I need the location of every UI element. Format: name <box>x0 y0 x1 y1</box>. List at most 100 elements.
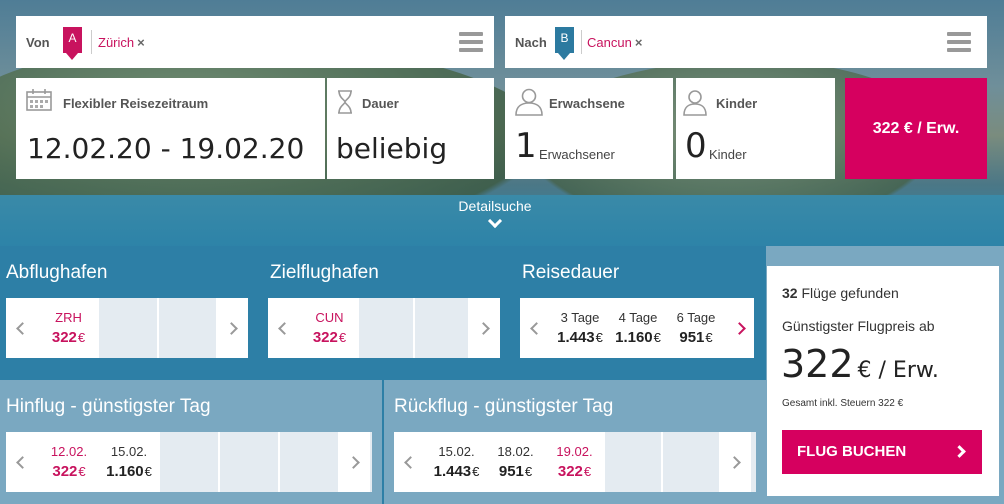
return-strip: 15.02. 1.443€ 18.02. 951€ 19.02. 322€ <box>394 432 756 492</box>
outbound-day[interactable]: 12.02. 322€ <box>38 432 98 492</box>
search-price-button[interactable]: 322 € / Erw. <box>845 78 987 179</box>
trip-length-label: 6 Tage <box>676 310 716 325</box>
chevron-left-icon[interactable] <box>520 298 550 358</box>
from-menu-icon[interactable] <box>459 32 483 52</box>
trip-length-price: 951€ <box>679 329 713 346</box>
to-city: Cancun <box>587 35 632 50</box>
empty-cell <box>357 298 413 358</box>
chevron-right-icon[interactable] <box>719 432 751 492</box>
empty-cell <box>603 432 661 492</box>
return-day[interactable]: 19.02. 322€ <box>544 432 603 492</box>
trip-length-option[interactable]: 4 Tage 1.160€ <box>608 298 666 358</box>
separator <box>581 30 582 54</box>
trip-length-strip: 3 Tage 1.443€ 4 Tage 1.160€ 6 Tage 951€ <box>520 298 754 358</box>
to-field[interactable]: Nach B Cancun × <box>505 16 987 68</box>
empty-cell <box>158 432 218 492</box>
from-city-tag[interactable]: Zürich × <box>98 35 145 50</box>
return-date: 19.02. <box>556 444 593 459</box>
details-toggle-label: Detailsuche <box>458 198 532 214</box>
destination-option[interactable]: CUN 322€ <box>299 298 358 358</box>
details-toggle[interactable]: Detailsuche <box>440 198 550 229</box>
children-unit: Kinder <box>709 147 747 162</box>
adults-field[interactable]: Erwachsene 1 Erwachsener <box>505 78 673 179</box>
return-price: 322€ <box>557 463 592 480</box>
date-range-field[interactable]: Flexibler Reisezeitraum 12.02.20 - 19.02… <box>16 78 325 179</box>
outbound-day[interactable]: 15.02. 1.160€ <box>98 432 158 492</box>
duration-field[interactable]: Dauer beliebig <box>327 78 494 179</box>
trip-length-option[interactable]: 6 Tage 951€ <box>666 298 724 358</box>
to-city-tag[interactable]: Cancun × <box>587 35 642 50</box>
children-label: Kinder <box>716 96 758 111</box>
flights-count: 32 <box>782 285 798 301</box>
duration-value: beliebig <box>336 132 448 165</box>
trip-length-option[interactable]: 3 Tage 1.443€ <box>550 298 608 358</box>
destination-price: 322€ <box>312 329 347 346</box>
chevron-down-icon <box>487 213 503 229</box>
to-menu-icon[interactable] <box>947 32 971 52</box>
hourglass-icon <box>338 90 352 114</box>
person-icon <box>515 88 543 116</box>
remove-to-icon[interactable]: × <box>634 35 643 50</box>
destination-code: CUN <box>315 310 344 325</box>
cheapest-label: Günstigster Flugpreis ab <box>782 318 935 334</box>
chevron-right-icon[interactable] <box>216 298 249 358</box>
return-day[interactable]: 15.02. 1.443€ <box>426 432 485 492</box>
origin-price: 322€ <box>51 329 86 346</box>
trip-length-price: 1.160€ <box>615 329 661 346</box>
outbound-date: 15.02. <box>110 444 148 459</box>
chevron-right-icon[interactable] <box>724 298 754 358</box>
return-date: 18.02. <box>497 444 534 459</box>
chevron-right-icon[interactable] <box>468 298 500 358</box>
flights-found-text: Flüge gefunden <box>801 285 899 301</box>
children-count: 0 <box>685 126 707 166</box>
origin-strip: ZRH 322€ <box>6 298 249 358</box>
from-label: Von <box>26 35 50 50</box>
destination-strip: CUN 322€ <box>268 298 500 358</box>
flights-found: 32 Flüge gefunden <box>782 285 899 301</box>
cheapest-price-unit: € / Erw. <box>857 358 939 383</box>
origin-code: ZRH <box>55 310 82 325</box>
children-field[interactable]: Kinder 0 Kinder <box>676 78 835 179</box>
outbound-price: 322€ <box>52 463 86 480</box>
empty-cell <box>661 432 719 492</box>
to-label: Nach <box>515 35 547 50</box>
tax-note: Gesamt inkl. Steuern 322 € <box>782 398 904 409</box>
pin-a-icon: A <box>63 27 82 60</box>
summary-card: 32 Flüge gefunden Günstigster Flugpreis … <box>767 266 999 496</box>
origin-option[interactable]: ZRH 322€ <box>37 298 98 358</box>
outbound-strip: 12.02. 322€ 15.02. 1.160€ <box>6 432 372 492</box>
separator <box>91 30 92 54</box>
return-price: 951€ <box>498 463 533 480</box>
return-price: 1.443€ <box>433 463 480 480</box>
book-flight-button[interactable]: FLUG BUCHEN <box>782 430 982 474</box>
duration-label: Dauer <box>362 96 399 111</box>
date-range-value: 12.02.20 - 19.02.20 <box>27 132 305 165</box>
return-date: 15.02. <box>438 444 475 459</box>
from-field[interactable]: Von A Zürich × <box>16 16 494 68</box>
pin-b-icon: B <box>555 27 574 60</box>
chevron-left-icon[interactable] <box>394 432 426 492</box>
outbound-date: 12.02. <box>50 444 88 459</box>
origin-title: Abflughafen <box>6 262 108 283</box>
from-city: Zürich <box>98 35 135 50</box>
sea <box>0 195 1004 246</box>
empty-cell <box>412 298 469 358</box>
empty-cell <box>156 298 217 358</box>
chevron-right-icon[interactable] <box>338 432 370 492</box>
calendar-icon <box>26 89 52 111</box>
adults-unit: Erwachsener <box>539 147 615 162</box>
adults-label: Erwachsene <box>549 96 625 111</box>
chevron-left-icon[interactable] <box>6 298 38 358</box>
book-flight-label: FLUG BUCHEN <box>797 443 907 460</box>
return-day[interactable]: 18.02. 951€ <box>485 432 544 492</box>
remove-from-icon[interactable]: × <box>137 35 145 50</box>
trip-length-title: Reisedauer <box>522 262 620 283</box>
chevron-left-icon[interactable] <box>268 298 300 358</box>
chevron-left-icon[interactable] <box>6 432 38 492</box>
outbound-price: 1.160€ <box>106 463 152 480</box>
adults-count: 1 <box>515 126 537 166</box>
empty-cell <box>97 298 157 358</box>
trip-length-price: 1.443€ <box>557 329 603 346</box>
person-icon <box>683 90 707 116</box>
cheapest-price: 322 € / Erw. <box>781 342 939 386</box>
